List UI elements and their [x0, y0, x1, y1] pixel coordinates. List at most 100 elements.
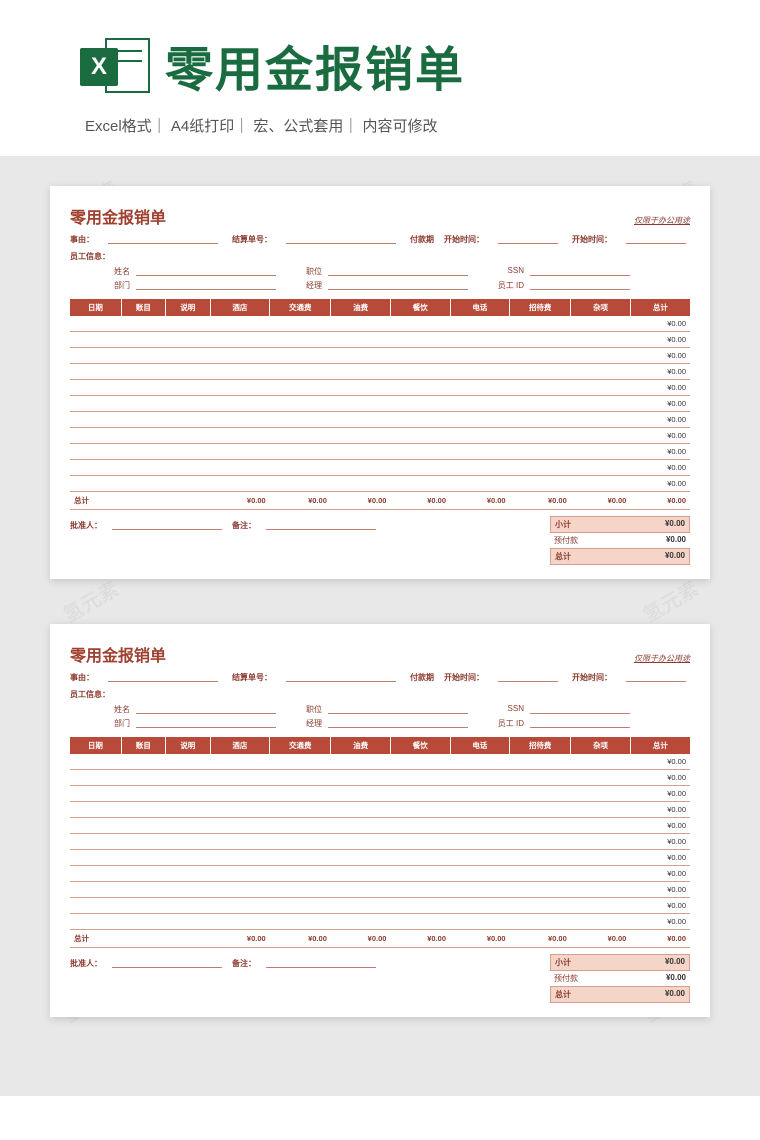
table-row[interactable]: ¥0.00	[70, 316, 690, 332]
table-cell[interactable]	[210, 460, 270, 476]
table-cell[interactable]	[166, 898, 210, 914]
table-cell[interactable]	[210, 316, 270, 332]
table-cell[interactable]	[70, 428, 121, 444]
table-cell[interactable]	[510, 914, 571, 930]
table-cell[interactable]	[70, 396, 121, 412]
table-cell[interactable]	[210, 866, 270, 882]
table-cell[interactable]	[450, 348, 510, 364]
table-cell[interactable]	[166, 444, 210, 460]
table-row[interactable]: ¥0.00	[70, 802, 690, 818]
table-cell[interactable]	[450, 460, 510, 476]
approver-field[interactable]	[112, 520, 222, 530]
table-cell[interactable]	[331, 770, 391, 786]
end-field[interactable]	[626, 672, 686, 682]
table-cell[interactable]: ¥0.00	[630, 444, 690, 460]
table-cell[interactable]	[571, 802, 631, 818]
table-cell[interactable]	[121, 802, 165, 818]
approver-field[interactable]	[112, 958, 222, 968]
table-cell[interactable]	[450, 476, 510, 492]
table-cell[interactable]	[166, 476, 210, 492]
end-field[interactable]	[626, 234, 686, 244]
table-cell[interactable]	[210, 396, 270, 412]
table-cell[interactable]	[70, 754, 121, 770]
table-row[interactable]: ¥0.00	[70, 818, 690, 834]
table-cell[interactable]	[166, 754, 210, 770]
table-cell[interactable]	[121, 316, 165, 332]
table-cell[interactable]	[331, 476, 391, 492]
table-cell[interactable]: ¥0.00	[630, 898, 690, 914]
table-cell[interactable]: ¥0.00	[630, 460, 690, 476]
reason-field[interactable]	[108, 234, 218, 244]
table-row[interactable]: ¥0.00	[70, 348, 690, 364]
table-cell[interactable]	[121, 754, 165, 770]
table-cell[interactable]: ¥0.00	[630, 802, 690, 818]
table-cell[interactable]	[390, 412, 450, 428]
table-cell[interactable]	[270, 332, 331, 348]
table-cell[interactable]	[510, 412, 571, 428]
table-cell[interactable]	[210, 476, 270, 492]
table-cell[interactable]	[331, 834, 391, 850]
table-cell[interactable]	[571, 770, 631, 786]
table-cell[interactable]	[270, 364, 331, 380]
table-cell[interactable]	[510, 476, 571, 492]
table-cell[interactable]	[166, 818, 210, 834]
position-field[interactable]	[328, 266, 468, 276]
table-row[interactable]: ¥0.00	[70, 850, 690, 866]
table-cell[interactable]	[210, 348, 270, 364]
name-field[interactable]	[136, 266, 276, 276]
table-cell[interactable]	[121, 818, 165, 834]
table-cell[interactable]	[510, 882, 571, 898]
table-cell[interactable]	[166, 882, 210, 898]
table-row[interactable]: ¥0.00	[70, 898, 690, 914]
table-cell[interactable]	[270, 316, 331, 332]
table-cell[interactable]	[270, 866, 331, 882]
table-cell[interactable]	[121, 332, 165, 348]
table-cell[interactable]	[210, 428, 270, 444]
table-cell[interactable]	[571, 834, 631, 850]
table-cell[interactable]	[166, 348, 210, 364]
table-cell[interactable]	[510, 802, 571, 818]
table-cell[interactable]	[166, 914, 210, 930]
table-cell[interactable]	[121, 914, 165, 930]
start-field[interactable]	[498, 234, 558, 244]
manager-field[interactable]	[328, 280, 468, 290]
table-cell[interactable]	[510, 364, 571, 380]
table-cell[interactable]	[210, 818, 270, 834]
table-cell[interactable]	[331, 396, 391, 412]
table-cell[interactable]	[450, 428, 510, 444]
note-field[interactable]	[266, 520, 376, 530]
table-cell[interactable]	[390, 476, 450, 492]
table-cell[interactable]	[390, 460, 450, 476]
table-cell[interactable]	[70, 364, 121, 380]
dept-field[interactable]	[136, 718, 276, 728]
table-cell[interactable]	[390, 444, 450, 460]
table-cell[interactable]: ¥0.00	[630, 914, 690, 930]
table-cell[interactable]	[270, 460, 331, 476]
table-cell[interactable]	[450, 380, 510, 396]
table-cell[interactable]	[121, 396, 165, 412]
table-cell[interactable]	[450, 802, 510, 818]
table-cell[interactable]	[331, 348, 391, 364]
table-cell[interactable]	[70, 412, 121, 428]
reason-field[interactable]	[108, 672, 218, 682]
table-cell[interactable]	[510, 444, 571, 460]
table-cell[interactable]	[121, 364, 165, 380]
table-cell[interactable]	[270, 380, 331, 396]
table-row[interactable]: ¥0.00	[70, 834, 690, 850]
table-cell[interactable]: ¥0.00	[630, 348, 690, 364]
table-cell[interactable]	[121, 476, 165, 492]
table-cell[interactable]	[210, 412, 270, 428]
table-cell[interactable]: ¥0.00	[630, 770, 690, 786]
table-cell[interactable]	[450, 754, 510, 770]
table-cell[interactable]	[210, 882, 270, 898]
table-cell[interactable]	[390, 316, 450, 332]
table-cell[interactable]	[390, 380, 450, 396]
table-cell[interactable]: ¥0.00	[630, 332, 690, 348]
table-cell[interactable]	[390, 834, 450, 850]
table-cell[interactable]	[70, 850, 121, 866]
empid-field[interactable]	[530, 280, 630, 290]
table-cell[interactable]	[571, 882, 631, 898]
table-cell[interactable]	[390, 850, 450, 866]
table-cell[interactable]: ¥0.00	[630, 882, 690, 898]
table-row[interactable]: ¥0.00	[70, 460, 690, 476]
